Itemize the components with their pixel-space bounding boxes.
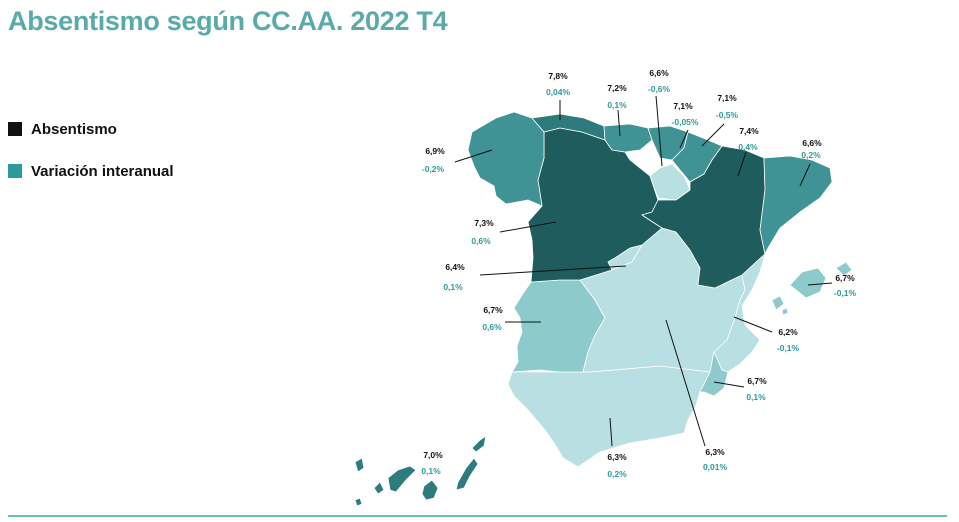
label-cataluna-variacion: 0,2%	[801, 150, 821, 160]
label-navarra-absentismo: 7,1%	[673, 101, 693, 111]
label-murcia-variacion: 0,1%	[746, 392, 766, 402]
label-extremadura-absentismo: 6,7%	[483, 305, 503, 315]
leader-castilla-y-leon	[499, 221, 557, 233]
label-comunitat-valenciana-variacion: -0,1%	[777, 343, 800, 353]
legend-item-variacion: Variación interanual	[8, 160, 174, 182]
label-madrid-variacion: 0,1%	[443, 282, 463, 292]
label-pais-vasco: 6,6% -0,6%	[648, 68, 671, 94]
leader-castilla-la-mancha	[665, 319, 706, 447]
label-cantabria: 7,2% 0,1%	[607, 83, 627, 110]
label-extremadura: 6,7% 0,6%	[482, 305, 503, 332]
leader-pais-vasco	[655, 95, 663, 167]
label-canarias: 7,0% 0,1%	[421, 450, 443, 476]
leader-madrid	[479, 265, 627, 276]
label-navarra: 7,1% -0,05%	[672, 101, 699, 127]
label-galicia-variacion: -0,2%	[422, 164, 445, 174]
leader-aragon	[737, 151, 747, 177]
leader-navarra	[679, 129, 689, 149]
label-cantabria-absentismo: 7,2%	[607, 83, 627, 93]
leader-galicia	[454, 149, 493, 163]
label-madrid: 6,4% 0,1%	[443, 262, 465, 292]
region-illes-balears[interactable]	[771, 261, 853, 316]
legend-label-absentismo: Absentismo	[31, 120, 117, 138]
label-asturias: 7,8% 0,04%	[546, 71, 571, 97]
label-andalucia: 6,3% 0,2%	[607, 452, 627, 479]
label-navarra-variacion: -0,05%	[672, 117, 699, 127]
label-comunitat-valenciana: 6,2% -0,1%	[777, 327, 800, 353]
leader-cantabria	[617, 109, 621, 137]
label-madrid-absentismo: 6,4%	[445, 262, 465, 272]
label-cantabria-variacion: 0,1%	[607, 100, 627, 110]
region-labels: 6,9% -0,2% 7,8% 0,04% 7,2% 0,1% 6,6% -0,…	[421, 68, 856, 479]
bottom-divider	[8, 515, 947, 517]
label-castilla-la-mancha-variacion: 0,01%	[703, 462, 728, 472]
map-title: Absentismo según CC.AA. 2022 T4	[8, 6, 448, 36]
label-illes-balears: 6,7% -0,1%	[834, 273, 857, 298]
label-murcia-absentismo: 6,7%	[747, 376, 767, 386]
leader-cataluna	[799, 163, 811, 187]
legend-label-variacion: Variación interanual	[31, 162, 174, 180]
label-murcia: 6,7% 0,1%	[746, 376, 767, 402]
legend-swatch-variacion	[8, 164, 22, 178]
region-canarias[interactable]	[354, 435, 487, 507]
label-aragon: 7,4% 0,4%	[738, 126, 759, 152]
label-castilla-la-mancha: 6,3% 0,01%	[703, 447, 728, 472]
region-murcia[interactable]	[699, 351, 729, 397]
region-cantabria[interactable]	[603, 123, 653, 153]
leader-comunitat-valenciana	[733, 316, 773, 333]
legend: Absentismo Variación interanual	[8, 118, 174, 202]
label-pais-vasco-variacion: -0,6%	[648, 84, 671, 94]
label-la-rioja-variacion: -0,5%	[716, 110, 739, 120]
label-canarias-variacion: 0,1%	[421, 466, 441, 476]
label-pais-vasco-absentismo: 6,6%	[649, 68, 669, 78]
label-extremadura-variacion: 0,6%	[482, 322, 502, 332]
label-andalucia-variacion: 0,2%	[607, 469, 627, 479]
label-cataluna-absentismo: 6,6%	[802, 138, 822, 148]
label-aragon-absentismo: 7,4%	[739, 126, 759, 136]
label-asturias-variacion: 0,04%	[546, 87, 571, 97]
label-la-rioja-absentismo: 7,1%	[717, 93, 737, 103]
label-galicia: 6,9% -0,2%	[422, 146, 445, 174]
label-andalucia-absentismo: 6,3%	[607, 452, 627, 462]
leader-andalucia	[609, 417, 613, 447]
label-castilla-la-mancha-absentismo: 6,3%	[705, 447, 725, 457]
region-galicia[interactable]	[467, 111, 545, 207]
label-comunitat-valenciana-absentismo: 6,2%	[778, 327, 798, 337]
label-aragon-variacion: 0,4%	[738, 142, 758, 152]
legend-swatch-absentismo	[8, 122, 22, 136]
region-cataluna[interactable]	[759, 155, 833, 255]
leader-lines	[454, 95, 833, 447]
label-canarias-absentismo: 7,0%	[423, 450, 443, 460]
leader-la-rioja	[701, 123, 725, 147]
label-illes-balears-variacion: -0,1%	[834, 288, 857, 298]
label-illes-balears-absentismo: 6,7%	[835, 273, 855, 283]
label-asturias-absentismo: 7,8%	[548, 71, 568, 81]
leader-murcia	[713, 381, 745, 388]
leader-illes-balears	[807, 282, 833, 286]
region-la-rioja[interactable]	[649, 163, 691, 201]
label-galicia-absentismo: 6,9%	[425, 146, 445, 156]
legend-item-absentismo: Absentismo	[8, 118, 174, 140]
region-comunitat-valenciana[interactable]	[713, 253, 766, 373]
label-la-rioja: 7,1% -0,5%	[716, 93, 739, 120]
label-castilla-y-leon: 7,3% 0,6%	[471, 218, 494, 246]
label-castilla-y-leon-variacion: 0,6%	[471, 236, 491, 246]
label-castilla-y-leon-absentismo: 7,3%	[474, 218, 494, 228]
label-cataluna: 6,6% 0,2%	[801, 138, 822, 160]
